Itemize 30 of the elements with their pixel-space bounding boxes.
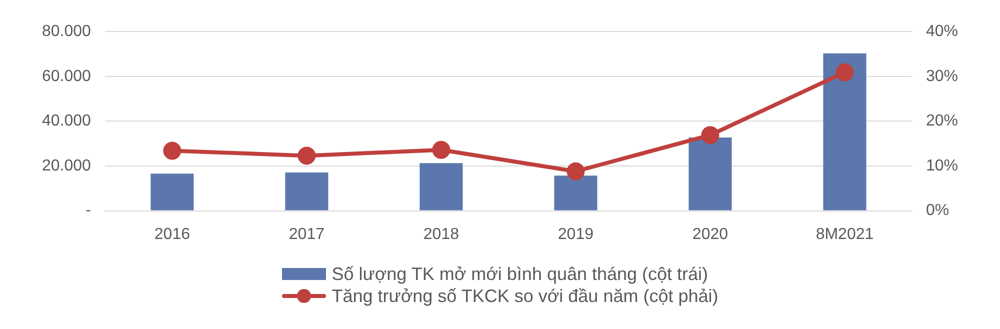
bar <box>688 138 732 210</box>
y-tick-label: 20.000 <box>42 157 92 174</box>
legend-label: Số lượng TK mở mới bình quân tháng (cột trái) <box>332 263 708 285</box>
x-tick-label: 2020 <box>692 226 728 243</box>
bar <box>285 172 328 210</box>
y-tick-label: 60.000 <box>42 68 92 85</box>
x-tick-label: 2016 <box>154 226 190 243</box>
y-tick-label: 80.000 <box>42 23 92 40</box>
y2-tick-label: 10% <box>926 157 958 174</box>
point <box>566 162 585 180</box>
x-tick-label: 8M2021 <box>816 226 874 243</box>
bar <box>150 174 194 210</box>
bar <box>420 163 463 210</box>
legend-label: Tăng trưởng số TKCK so với đầu năm (cột phải) <box>332 285 718 307</box>
y2-tick-label: 0% <box>926 202 950 220</box>
point <box>163 142 182 160</box>
point <box>432 140 450 159</box>
y2-tick-label: 40% <box>926 23 958 40</box>
x-tick-label: 2018 <box>423 226 460 243</box>
bar <box>554 176 598 210</box>
bar <box>823 53 866 210</box>
y2-tick-label: 20% <box>926 112 958 130</box>
x-tick-label: 2017 <box>288 226 325 243</box>
point <box>836 63 854 82</box>
x-tick-label: 2019 <box>558 226 594 243</box>
y-tick-label: 40.000 <box>42 112 92 130</box>
y2-tick-label: 30% <box>926 68 958 85</box>
y-tick-label: - <box>86 202 91 220</box>
point <box>298 146 316 165</box>
point <box>701 126 720 144</box>
